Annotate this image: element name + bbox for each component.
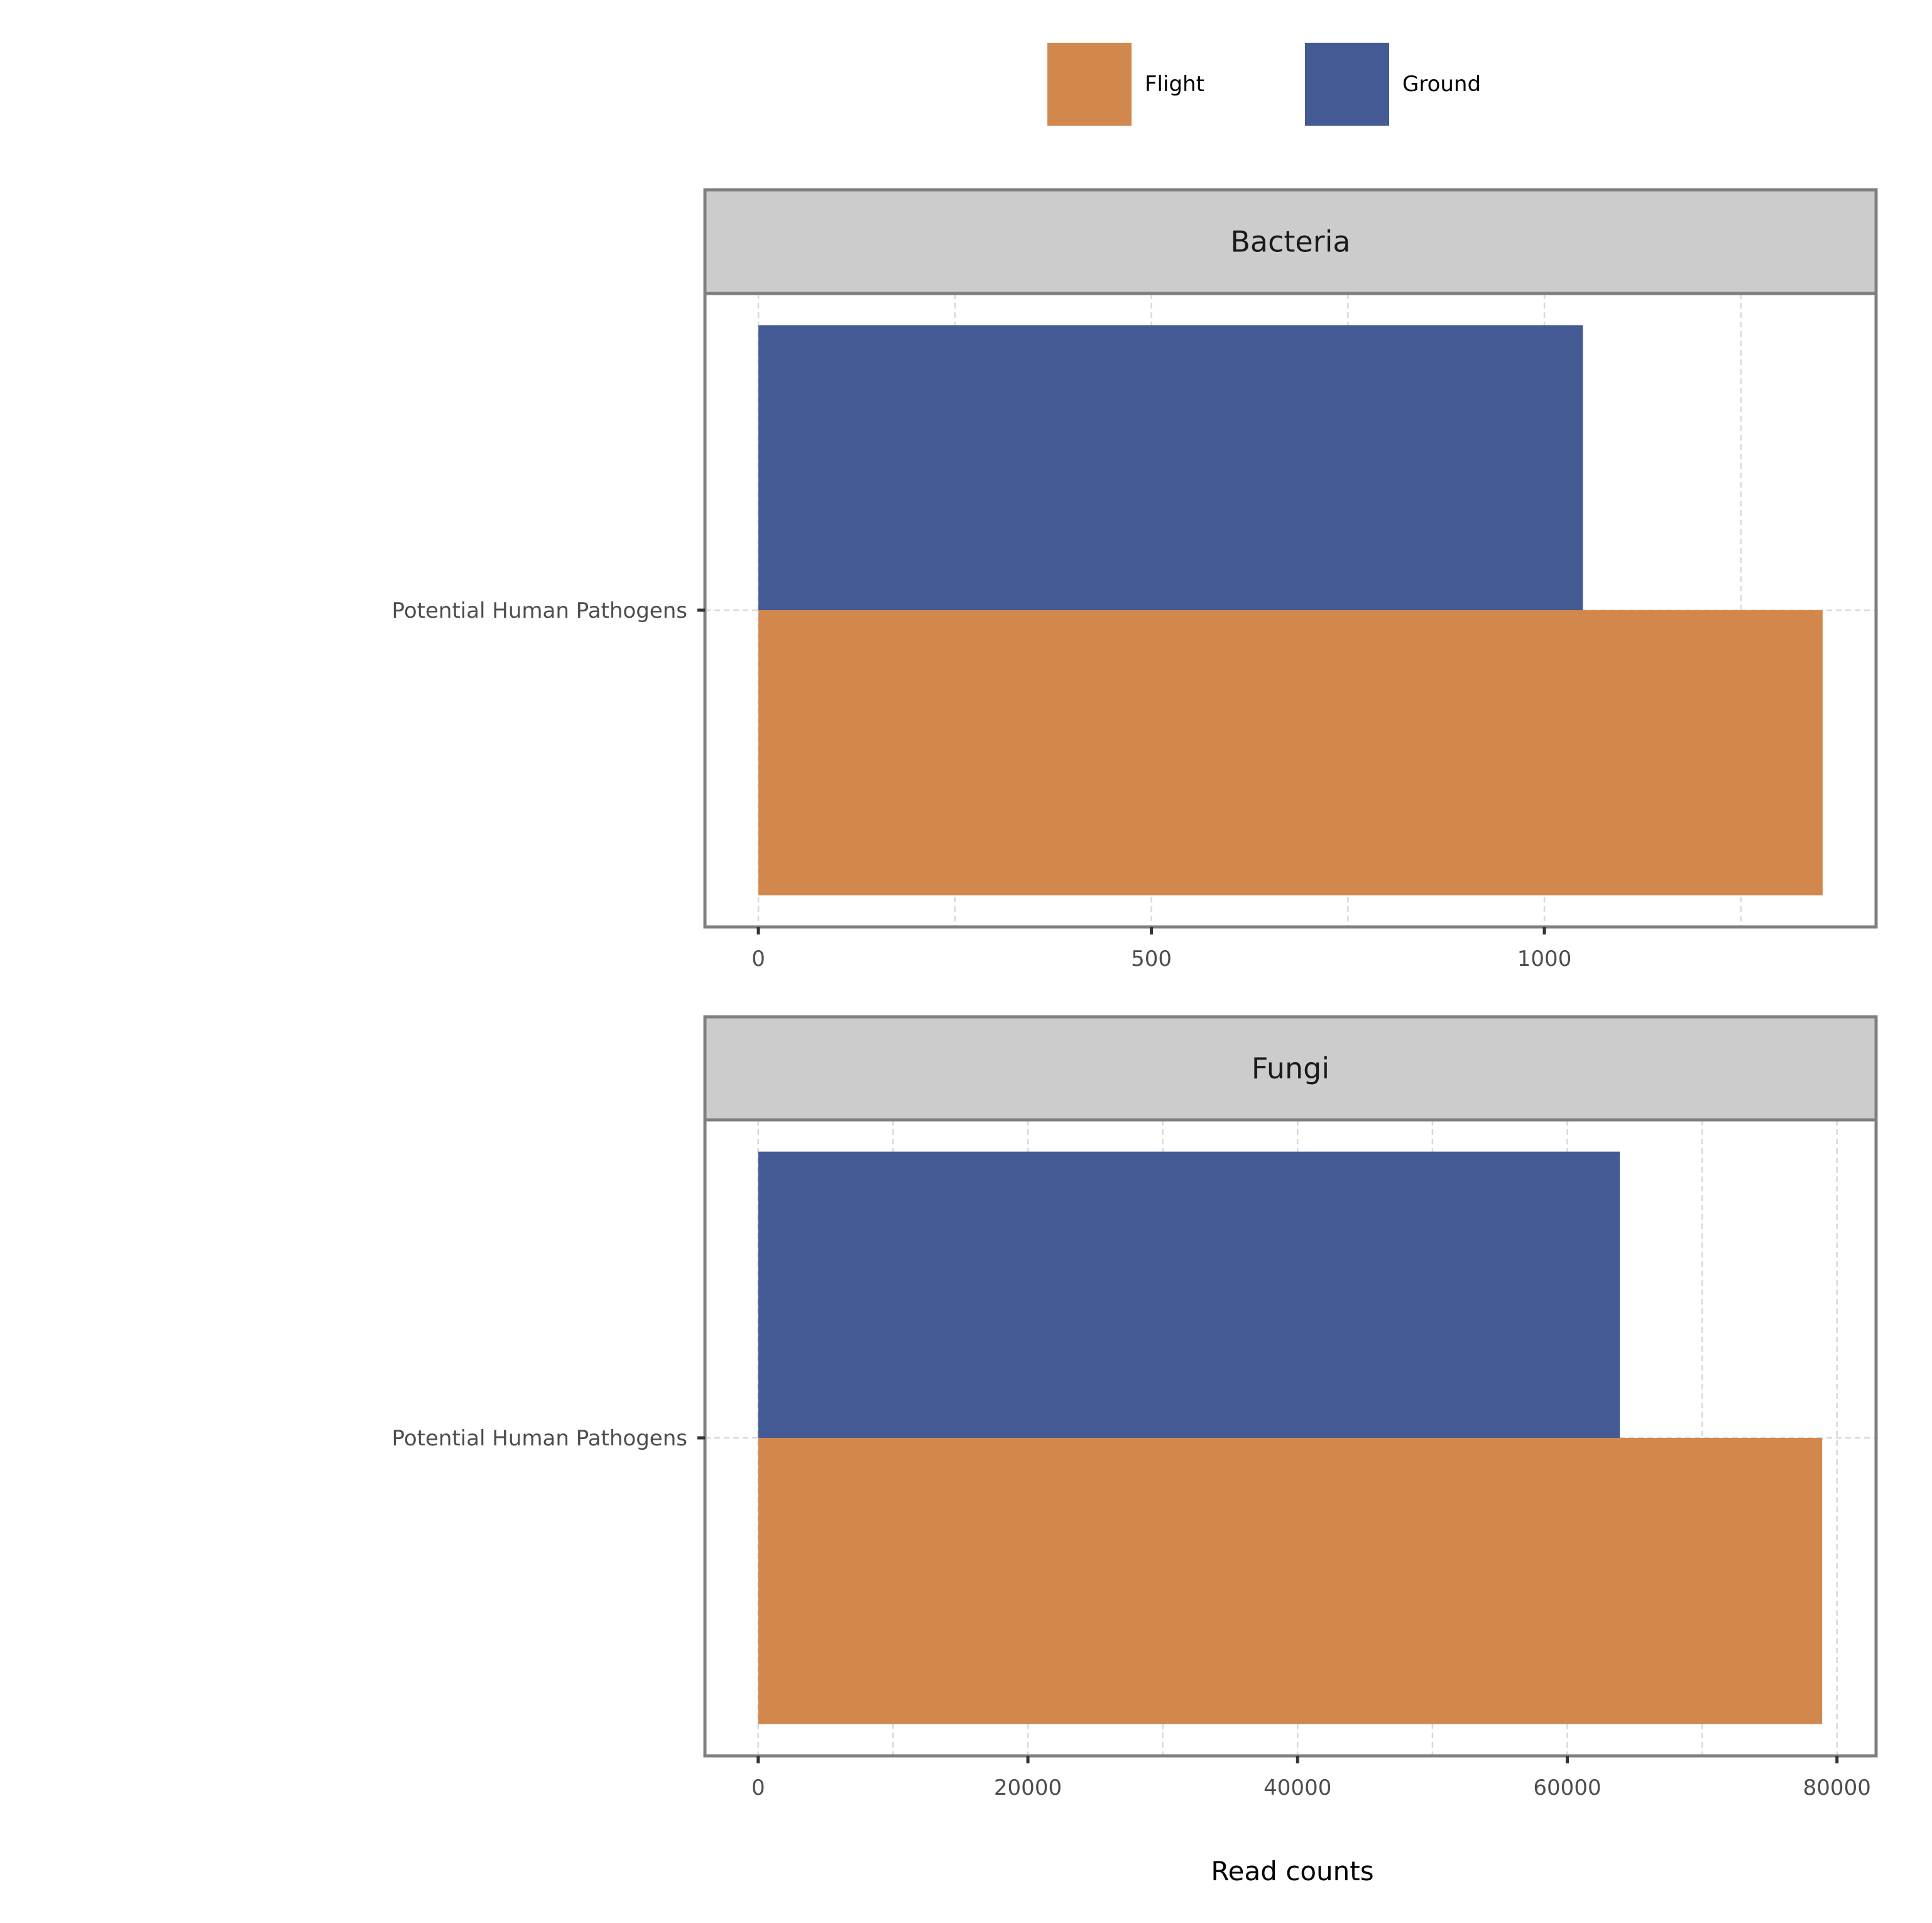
bar-fungi-ground [758, 1151, 1620, 1438]
legend-label-ground: Ground [1402, 72, 1481, 97]
facet-strip [703, 1015, 1878, 1122]
facet-fungi: Fungi Potential Human Pathogens 0 20000 4000… [392, 1015, 1878, 1800]
y-tick-label: Potential Human Pathogens [392, 1426, 687, 1451]
legend-label-flight: Flight [1145, 72, 1204, 97]
legend-swatch-flight [1047, 43, 1132, 126]
y-tick-label: Potential Human Pathogens [392, 598, 687, 623]
x-tick-label: 40000 [1263, 1775, 1331, 1800]
bar-fungi-flight [758, 1438, 1823, 1724]
facet-title: Fungi [1252, 1051, 1329, 1085]
x-axis-title: Read counts [1211, 1856, 1373, 1887]
bar-bacteria-ground [758, 325, 1583, 610]
x-tick-label: 0 [751, 946, 765, 972]
bar-bacteria-flight [758, 610, 1823, 896]
x-tick-label: 80000 [1803, 1775, 1871, 1800]
x-tick-label: 0 [751, 1775, 765, 1800]
facet-strip [703, 188, 1878, 295]
x-tick-label: 20000 [994, 1775, 1062, 1800]
facet-panels: Bacteria Potential Human Pathogens 0 500 100… [392, 188, 1878, 1800]
x-tick-label: 60000 [1533, 1775, 1601, 1800]
x-tick-label: 1000 [1517, 946, 1572, 972]
facet-bacteria: Bacteria Potential Human Pathogens 0 500 100… [392, 188, 1878, 972]
legend: Flight Ground [1047, 43, 1481, 126]
x-tick-label: 500 [1131, 946, 1172, 972]
legend-swatch-ground [1305, 43, 1389, 126]
facet-title: Bacteria [1230, 225, 1350, 259]
